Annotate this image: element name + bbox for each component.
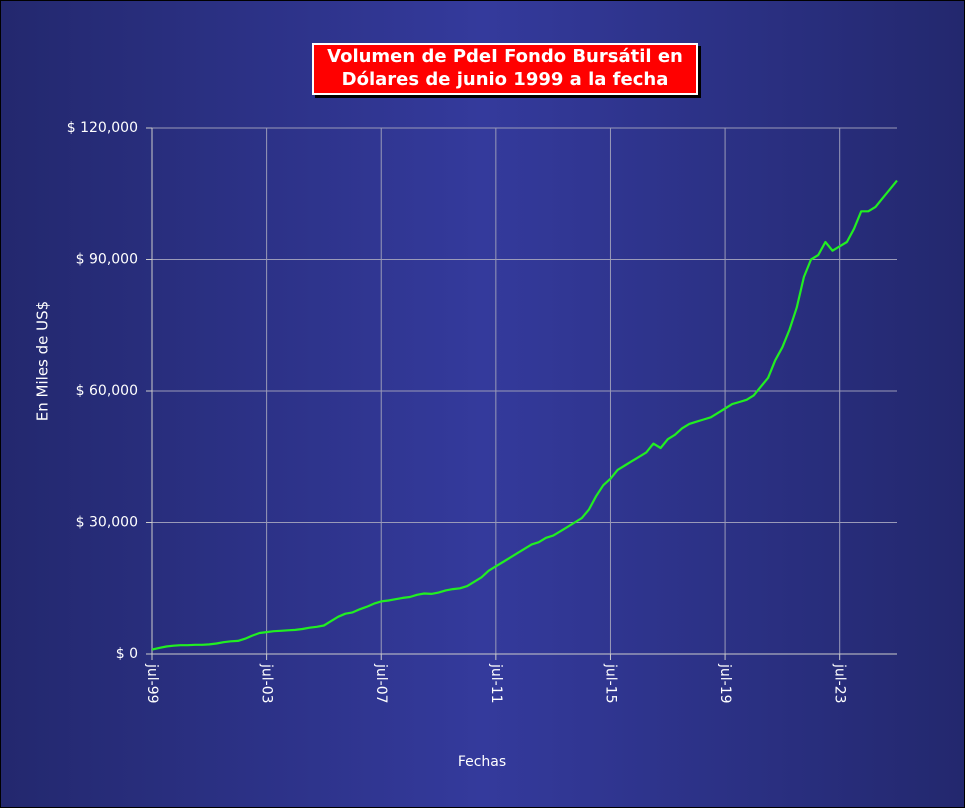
chart-title: Volumen de PdeI Fondo Bursátil en Dólare…	[312, 43, 698, 95]
y-tick-label: $ 60,000	[76, 383, 138, 399]
y-tick-label: $ 120,000	[67, 120, 138, 136]
title-line: Volumen de PdeI Fondo Bursátil en	[327, 46, 683, 67]
y-axis-label: En Miles de US$	[34, 301, 52, 421]
x-tick-label: jul-19	[717, 663, 733, 704]
x-tick-label: jul-07	[373, 663, 389, 704]
y-tick-label: $ 30,000	[76, 515, 138, 531]
x-tick-label: jul-15	[602, 663, 618, 704]
y-tick-label: $ 90,000	[76, 252, 138, 268]
data-line	[151, 179, 898, 651]
y-tick-label: $ 0	[116, 646, 138, 662]
x-tick-label: jul-11	[488, 663, 504, 704]
title-line: Dólares de junio 1999 a la fecha	[341, 69, 669, 90]
x-tick-label: jul-99	[144, 663, 160, 704]
x-tick-label: jul-03	[259, 663, 275, 704]
x-axis-label: Fechas	[458, 754, 506, 770]
x-tick-label: jul-23	[832, 663, 848, 704]
